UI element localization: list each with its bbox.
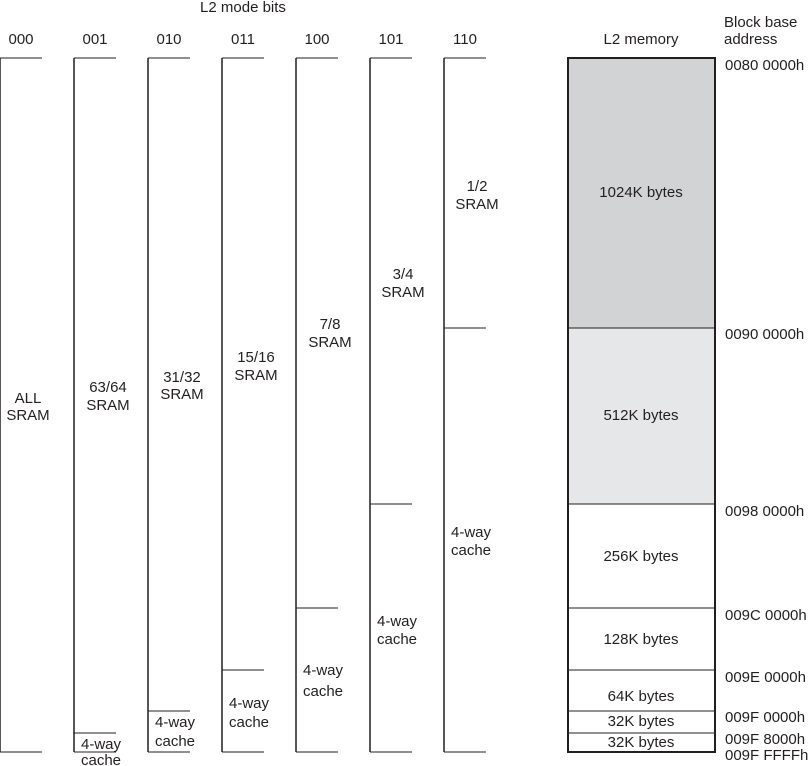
cache-label-line-2: cache <box>229 714 269 731</box>
memory-block-32k-b: 32K bytes <box>567 732 716 753</box>
mode-bits-label: 110 <box>453 31 477 48</box>
address-title-line-1: Block base <box>724 14 797 31</box>
memory-block-label: 512K bytes <box>603 407 678 424</box>
mode-bits-label: 000 <box>8 31 33 48</box>
cache-label-line-1: 4-way <box>377 613 418 630</box>
sram-label-line-2: SRAM <box>234 367 277 384</box>
sram-label-line-1: 3/4 <box>393 266 414 283</box>
memory-block-512k: 512K bytes <box>567 327 716 505</box>
cache-label-line-2: cache <box>81 752 121 766</box>
memory-block-label: 1024K bytes <box>599 184 682 201</box>
mode-bits-label: 010 <box>156 31 181 48</box>
address-label: 009F FFFFh <box>725 747 808 764</box>
address-label: 009C 0000h <box>725 607 807 624</box>
mode-column-101: 101 3/4 SRAM 4-way cache <box>369 31 425 753</box>
memory-block-256k: 256K bytes <box>567 503 716 609</box>
sram-label-line-2: SRAM <box>86 397 129 414</box>
block-base-addresses: 0080 0000h 0090 0000h 0098 0000h 009C 00… <box>725 57 808 764</box>
sram-label-line-1: 1/2 <box>467 178 488 195</box>
l2-memory-map: 1024K bytes 512K bytes 256K bytes 128K b… <box>567 57 716 753</box>
mode-column-000: 000 ALL SRAM <box>0 31 50 753</box>
memory-block-fill <box>567 327 716 505</box>
sram-label-line-2: SRAM <box>308 334 351 351</box>
memory-block-label: 64K bytes <box>608 688 675 705</box>
address-label: 009F 0000h <box>725 709 805 726</box>
sram-label-line-2: SRAM <box>6 407 49 424</box>
memory-block-label: 128K bytes <box>603 631 678 648</box>
mode-bits-label: 011 <box>231 31 255 48</box>
sram-label-line-2: SRAM <box>381 284 424 301</box>
mode-bits-title: L2 mode bits <box>200 0 286 16</box>
sram-label-line-1: 31/32 <box>163 369 201 386</box>
address-title-line-2: address <box>724 31 777 48</box>
memory-map-outline <box>567 57 716 753</box>
mode-bits-label: 100 <box>304 31 329 48</box>
memory-block-label: 32K bytes <box>608 713 675 730</box>
sram-label-line-1: ALL <box>15 390 42 407</box>
address-label: 009E 0000h <box>725 669 806 686</box>
memory-block-label: 32K bytes <box>608 734 675 751</box>
address-label: 0090 0000h <box>725 326 804 343</box>
sram-label-line-2: SRAM <box>160 386 203 403</box>
sram-label-line-1: 63/64 <box>89 379 127 396</box>
cache-label-line-1: 4-way <box>451 524 492 541</box>
mode-bits-label: 101 <box>378 31 403 48</box>
memory-block-128k: 128K bytes <box>567 607 716 671</box>
memory-block-label: 256K bytes <box>603 548 678 565</box>
mode-bits-label: 001 <box>82 31 107 48</box>
mode-column-100: 100 7/8 SRAM 4-way cache <box>295 31 352 753</box>
address-label: 0098 0000h <box>725 503 804 520</box>
cache-label-line-1: 4-way <box>229 695 270 712</box>
address-label: 0080 0000h <box>725 57 804 74</box>
cache-label-line-1: 4-way <box>303 662 344 679</box>
mode-column-110: 110 1/2 SRAM 4-way cache <box>443 31 499 753</box>
mode-column-011: 011 15/16 SRAM 4-way cache <box>221 31 278 753</box>
mode-column-010: 010 31/32 SRAM 4-way cache <box>147 31 204 753</box>
sram-label-line-1: 7/8 <box>320 316 341 333</box>
mode-columns: 000 ALL SRAM 001 63/64 SRAM 4-way cache … <box>0 31 499 766</box>
cache-label-line-2: cache <box>155 733 195 750</box>
address-label: 009F 8000h <box>725 731 805 748</box>
cache-label-line-1: 4-way <box>155 714 196 731</box>
memory-block-fill <box>567 57 716 329</box>
memory-title: L2 memory <box>603 31 679 48</box>
cache-label-line-2: cache <box>377 631 417 648</box>
sram-label-line-1: 15/16 <box>237 349 275 366</box>
cache-label-line-1: 4-way <box>81 736 122 753</box>
cache-label-line-2: cache <box>303 683 343 700</box>
sram-label-line-2: SRAM <box>455 196 498 213</box>
memory-block-32k-a: 32K bytes <box>567 710 716 734</box>
mode-column-001: 001 63/64 SRAM 4-way cache <box>73 31 130 766</box>
memory-block-fill <box>567 607 716 671</box>
memory-block-1024k: 1024K bytes <box>567 57 716 329</box>
cache-label-line-2: cache <box>451 542 491 559</box>
memory-block-64k: 64K bytes <box>567 669 716 712</box>
